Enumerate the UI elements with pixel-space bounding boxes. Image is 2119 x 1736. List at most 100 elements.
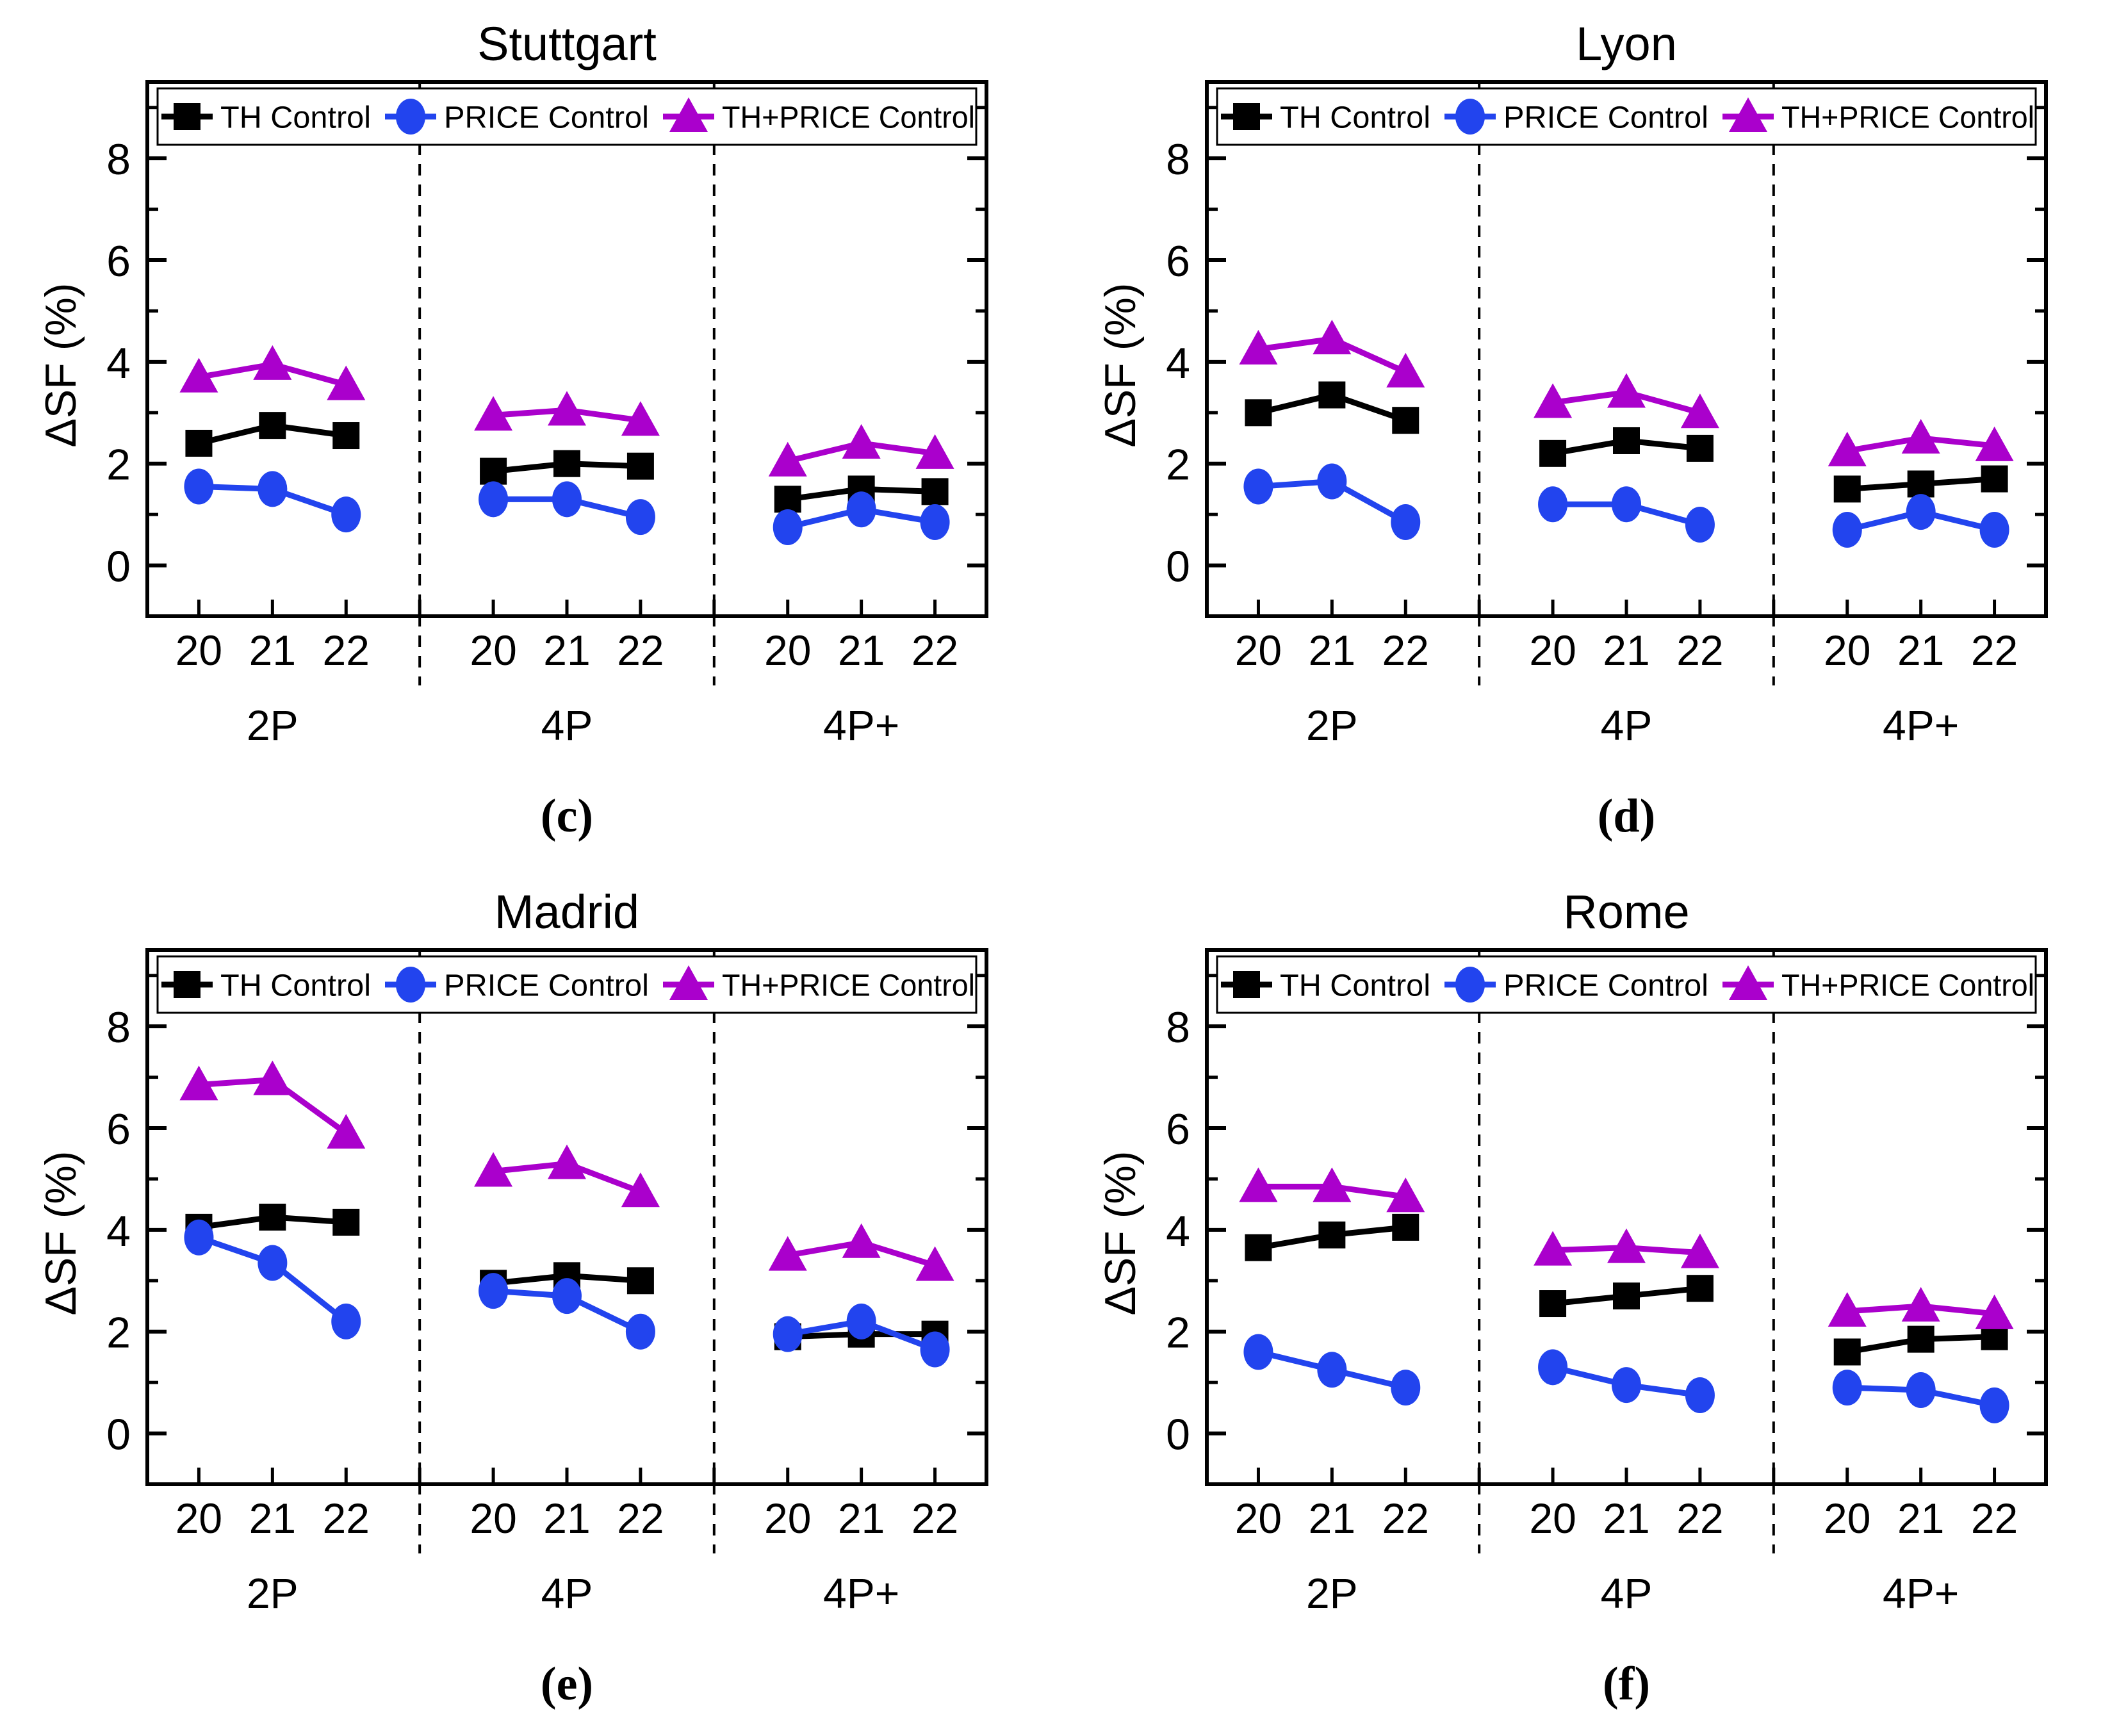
- legend-item-label: PRICE Control: [1503, 969, 1708, 1003]
- y-axis-label: ΔSF (%): [1096, 1151, 1145, 1316]
- data-point-marker: [1833, 1338, 1861, 1366]
- legend-item-label: TH+PRICE Control: [1781, 101, 2034, 135]
- chart-canvas: 0 2 4 6 8 20 21 22 2P 20 21 22 4P 20 21 22 4P+ ΔSF (%) TH …: [37, 948, 988, 1617]
- x-tick-label: 21: [1603, 1494, 1649, 1542]
- legend-box: [1216, 955, 2037, 1014]
- legend-box: [156, 955, 978, 1014]
- data-point-marker: [1979, 511, 2009, 548]
- legend-marker: [1455, 967, 1485, 1003]
- data-point-marker: [185, 429, 213, 457]
- group-label: 4P+: [1883, 701, 1959, 749]
- chart-canvas: 0 2 4 6 8 20 21 22 2P 20 21 22 4P 20 21 22 4P+ ΔSF (%) TH …: [37, 80, 988, 749]
- legend-item-label: PRICE Control: [1503, 101, 1708, 135]
- data-point-marker: [1245, 399, 1272, 427]
- data-point-marker: [774, 486, 801, 513]
- y-tick-label: 0: [106, 543, 131, 591]
- x-tick-label: 20: [470, 1494, 516, 1542]
- data-point-marker: [1686, 434, 1714, 462]
- y-tick-label: 8: [1166, 135, 1190, 184]
- subplot-label: (e): [540, 1658, 594, 1710]
- group-label: 2P: [247, 1569, 299, 1617]
- y-axis-label: ΔSF (%): [37, 283, 85, 448]
- data-point-marker: [915, 434, 954, 469]
- y-tick-label: 2: [1166, 441, 1190, 489]
- y-tick-label: 2: [106, 441, 131, 489]
- x-tick-label: 20: [470, 626, 516, 674]
- y-tick-label: 4: [106, 339, 131, 388]
- data-point-marker: [1392, 407, 1419, 434]
- group-label: 2P: [1306, 1569, 1358, 1617]
- x-tick-label: 22: [1382, 626, 1429, 674]
- data-point-marker: [915, 1246, 954, 1281]
- data-point-marker: [327, 365, 366, 400]
- data-point-marker: [1612, 1367, 1641, 1404]
- legend-marker: [1233, 103, 1260, 130]
- legend-marker: [669, 965, 708, 1000]
- x-tick-label: 22: [617, 1494, 664, 1542]
- data-point-marker: [920, 1331, 950, 1368]
- y-axis-label: ΔSF (%): [37, 1151, 85, 1316]
- data-point-marker: [331, 1303, 361, 1339]
- data-point-marker: [1828, 1291, 1867, 1327]
- x-tick-label: 20: [176, 1494, 222, 1542]
- data-point-marker: [842, 423, 881, 459]
- data-point-marker: [1901, 1287, 1940, 1322]
- data-point-marker: [1907, 1325, 1935, 1353]
- data-point-marker: [331, 496, 361, 533]
- y-tick-label: 0: [1166, 543, 1190, 591]
- data-point-marker: [1612, 486, 1641, 523]
- y-tick-label: 6: [106, 237, 131, 286]
- chart-title: Stuttgart: [477, 17, 657, 70]
- x-tick-label: 22: [912, 1494, 958, 1542]
- data-point-marker: [1313, 320, 1352, 355]
- data-point-marker: [1975, 1294, 2014, 1329]
- data-point-marker: [1239, 1167, 1278, 1202]
- legend-marker: [1729, 965, 1767, 1000]
- data-point-marker: [548, 391, 586, 426]
- data-point-marker: [1906, 494, 1936, 530]
- legend-item-label: TH Control: [1280, 101, 1430, 135]
- chart-title: Lyon: [1576, 17, 1677, 70]
- data-point-marker: [259, 1204, 286, 1231]
- x-tick-label: 21: [543, 1494, 590, 1542]
- y-tick-label: 2: [106, 1309, 131, 1357]
- data-point-marker: [332, 422, 360, 450]
- legend-box: [156, 87, 978, 146]
- group-label: 4P: [541, 1569, 593, 1617]
- data-point-marker: [768, 1236, 807, 1271]
- legend-marker: [1233, 971, 1260, 998]
- chart-panel-lyon: Lyon 0 2 4 6 8 20 21 22 2P 20 21 22 4P 20 21 22 4P+ ΔSF (…: [1060, 0, 2119, 868]
- data-point-marker: [179, 1065, 218, 1101]
- y-tick-label: 8: [106, 1003, 131, 1052]
- data-point-marker: [773, 509, 803, 545]
- data-point-marker: [1538, 1349, 1568, 1386]
- data-point-marker: [1318, 381, 1346, 409]
- y-tick-label: 4: [1166, 339, 1190, 388]
- data-point-marker: [1979, 1387, 2009, 1423]
- legend-item-label: PRICE Control: [444, 101, 649, 135]
- legend-item-label: TH Control: [220, 969, 371, 1003]
- data-point-marker: [846, 491, 876, 528]
- legend-marker: [174, 971, 200, 998]
- x-tick-label: 21: [1897, 626, 1944, 674]
- x-tick-label: 22: [1382, 1494, 1429, 1542]
- data-point-marker: [1391, 504, 1421, 541]
- group-label: 4P+: [1883, 1569, 1959, 1617]
- x-tick-label: 21: [543, 626, 590, 674]
- data-point-marker: [1613, 427, 1640, 454]
- x-tick-label: 22: [912, 626, 958, 674]
- data-point-marker: [184, 1219, 214, 1256]
- x-tick-label: 20: [1235, 1494, 1282, 1542]
- x-tick-label: 20: [1824, 1494, 1870, 1542]
- x-tick-label: 21: [249, 1494, 296, 1542]
- data-point-marker: [1534, 1231, 1573, 1266]
- chart-title: Rome: [1563, 885, 1690, 938]
- group-label: 4P+: [823, 1569, 899, 1617]
- data-point-marker: [626, 452, 654, 480]
- x-tick-label: 22: [1971, 1494, 2018, 1542]
- y-tick-label: 6: [106, 1105, 131, 1154]
- data-point-marker: [1832, 1370, 1862, 1406]
- x-tick-label: 21: [1309, 1494, 1355, 1542]
- legend-marker: [396, 99, 425, 135]
